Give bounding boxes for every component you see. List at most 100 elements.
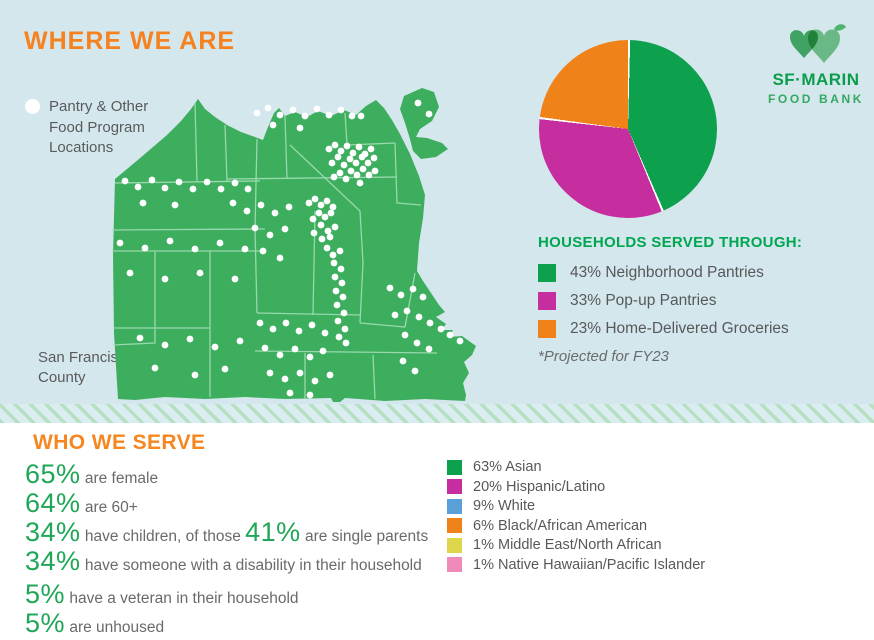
pantry-location-dot — [419, 293, 427, 301]
pantry-location-dot — [266, 369, 274, 377]
pantry-location-dot — [186, 335, 194, 343]
pantry-location-dot — [357, 112, 365, 120]
pantry-location-dot — [341, 325, 349, 333]
pantry-location-dot — [203, 178, 211, 186]
legend-item: 9% White — [447, 498, 705, 514]
pantry-location-dot — [291, 345, 299, 353]
pantry-location-dot — [276, 351, 284, 359]
pantry-location-dot — [241, 245, 249, 253]
pantry-location-dot — [325, 111, 333, 119]
pantry-location-dot — [370, 154, 378, 162]
stat-percent: 34% — [25, 517, 81, 547]
stat-percent: 5% — [25, 579, 66, 609]
stat-text: are female — [80, 470, 159, 487]
pantry-location-dot-icon — [25, 99, 40, 114]
pantry-location-dot — [306, 353, 314, 361]
legend-item: 1% Middle East/North African — [447, 537, 705, 553]
treasure-island-shape — [400, 88, 448, 159]
pantry-location-dot — [217, 185, 225, 193]
stat-text: have children, of those — [80, 528, 246, 545]
pantry-location-dot — [282, 319, 290, 327]
legend-swatch — [447, 557, 462, 572]
pantry-location-dot — [285, 203, 293, 211]
section-title-where-we-are: WHERE WE ARE — [24, 27, 236, 55]
stat-text: are 60+ — [80, 499, 138, 516]
pantry-location-dot — [425, 110, 433, 118]
stat-percent: 41% — [245, 517, 301, 547]
pantry-location-dot — [331, 141, 339, 149]
legend-swatch — [447, 537, 462, 553]
pantry-location-dot — [358, 153, 366, 161]
pantry-location-dot — [166, 237, 174, 245]
pantry-location-dot — [323, 244, 331, 252]
pantry-location-dot — [331, 273, 339, 281]
pantry-location-dot — [236, 337, 244, 345]
pantry-location-dot — [337, 147, 345, 155]
stat-line: 34% have children, of those 41% are sing… — [25, 517, 428, 547]
legend-label: 1% Middle East/North African — [473, 537, 662, 553]
legend-item: 6% Black/African American — [447, 518, 705, 534]
pantry-location-dot — [399, 357, 407, 365]
stat-percent: 34% — [25, 546, 81, 576]
pantry-location-dot — [326, 233, 334, 241]
legend-label: 9% White — [473, 498, 536, 514]
households-pie-chart — [539, 40, 717, 218]
pantry-location-dot — [367, 145, 375, 153]
pantry-location-dot — [321, 329, 329, 337]
pantry-location-dot — [116, 239, 124, 247]
pantry-location-dot — [281, 225, 289, 233]
sfmarin-foodbank-logo: SF·MARIN FOOD BANK — [758, 22, 874, 106]
legend-label: 20% Hispanic/Latino — [473, 478, 606, 495]
pantry-location-dot — [337, 106, 345, 114]
pantry-location-dot — [397, 291, 405, 299]
hearts-logo-icon — [790, 24, 846, 64]
pantry-location-dot — [141, 244, 149, 252]
logo-subtitle: FOOD BANK — [767, 92, 865, 106]
pantry-location-dot — [347, 167, 355, 175]
pantry-location-dot — [401, 331, 409, 339]
pantry-location-dot — [329, 203, 337, 211]
stat-line: 34% have someone with a disability in th… — [25, 546, 428, 576]
pantry-location-dot — [161, 341, 169, 349]
pantry-location-dot — [231, 179, 239, 187]
pantry-location-dot — [348, 112, 356, 120]
legend-item: 20% Hispanic/Latino — [447, 479, 705, 495]
pantry-location-dot — [339, 293, 347, 301]
pantry-location-dot — [413, 339, 421, 347]
who-we-serve-stats: 65% are female 64% are 60+ 34% have childr… — [25, 459, 428, 638]
stat-text: have a veteran in their household — [65, 590, 299, 607]
stat-line: 5% are unhoused — [25, 608, 428, 638]
pantry-location-dot — [352, 159, 360, 167]
pantry-location-dot — [301, 112, 309, 120]
pantry-location-dot — [386, 284, 394, 292]
pantry-location-dot — [364, 159, 372, 167]
pantry-location-dot — [286, 389, 294, 397]
pantry-location-dot — [315, 209, 323, 217]
pantry-location-dot — [276, 111, 284, 119]
pantry-location-dot — [340, 309, 348, 317]
pantry-location-dot — [331, 223, 339, 231]
projection-footnote: *Projected for FY23 — [538, 348, 669, 365]
pantry-location-dot — [148, 176, 156, 184]
legend-swatch — [447, 479, 462, 494]
pantry-location-dot — [216, 239, 224, 247]
pantry-location-dot — [409, 285, 417, 293]
demographics-legend: 63% Asian 20% Hispanic/Latino 9% White 6% B… — [447, 459, 705, 576]
pantry-location-dot — [330, 173, 338, 181]
pantry-location-dot — [191, 245, 199, 253]
households-legend-title: HOUSEHOLDS SERVED THROUGH: — [538, 234, 803, 251]
legend-swatch — [447, 498, 462, 514]
pantry-location-dot — [318, 235, 326, 243]
pantry-location-dot — [365, 171, 373, 179]
pantry-location-dot — [338, 279, 346, 287]
pantry-location-dot — [336, 247, 344, 255]
pantry-location-dot — [257, 201, 265, 209]
pantry-location-dot — [327, 209, 335, 217]
pantry-location-dot — [269, 325, 277, 333]
pantry-location-dot — [161, 184, 169, 192]
pantry-location-dot — [134, 183, 142, 191]
legend-item: 23% Home-Delivered Groceries — [538, 320, 868, 338]
legend-label: 63% Asian — [473, 459, 542, 475]
pantry-location-dot — [253, 109, 261, 117]
stripe-divider — [0, 404, 874, 423]
